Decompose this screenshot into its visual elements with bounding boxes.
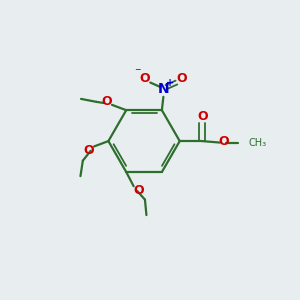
Text: O: O [176,72,187,85]
Text: O: O [101,95,112,108]
Text: O: O [140,72,150,85]
Text: O: O [218,136,229,148]
Text: +: + [166,78,174,88]
Text: ⁻: ⁻ [134,66,141,79]
Text: CH₃: CH₃ [248,138,266,148]
Text: N: N [158,82,169,96]
Text: O: O [134,184,144,197]
Text: O: O [83,143,94,157]
Text: O: O [197,110,208,123]
